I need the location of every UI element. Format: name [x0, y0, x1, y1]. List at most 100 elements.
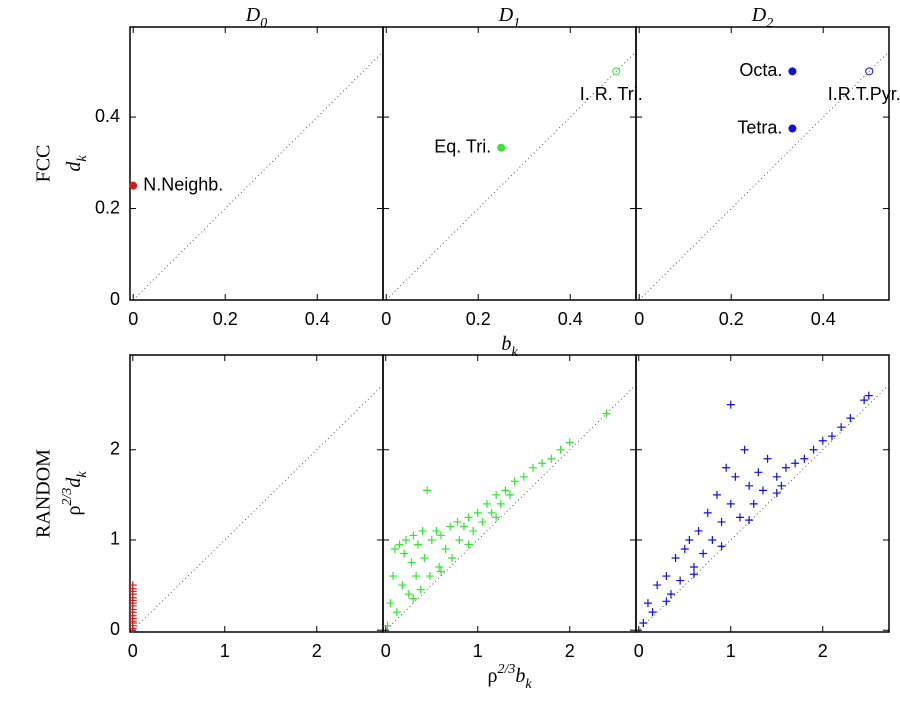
point-label: I.R.T.Pyr. — [828, 84, 900, 104]
point — [639, 618, 648, 627]
point — [412, 572, 421, 581]
point — [464, 513, 473, 522]
point — [763, 454, 772, 463]
point — [547, 454, 556, 463]
point — [708, 535, 717, 544]
point — [612, 67, 621, 76]
point — [846, 414, 855, 423]
text-part: d — [63, 161, 85, 172]
point — [407, 558, 416, 567]
x-tick-label: 0.4 — [558, 309, 583, 329]
point — [781, 463, 790, 472]
point — [528, 463, 537, 472]
column-title: D1 — [498, 4, 520, 31]
row-label: FCC — [33, 145, 55, 183]
diagonal — [383, 384, 637, 633]
x-tick-label: 1 — [220, 641, 230, 661]
point — [425, 572, 434, 581]
point — [538, 459, 547, 468]
point — [505, 490, 514, 499]
point — [685, 535, 694, 544]
column-title: D2 — [751, 4, 773, 31]
x-tick-label: 0.2 — [719, 309, 744, 329]
text-part: D — [498, 4, 514, 26]
point — [689, 570, 698, 579]
point — [712, 490, 721, 499]
point — [648, 608, 657, 617]
point — [395, 540, 404, 549]
point — [492, 513, 501, 522]
point — [482, 499, 491, 508]
point — [754, 468, 763, 477]
panel-frame — [129, 354, 384, 633]
diagonal — [130, 384, 384, 633]
point — [487, 508, 496, 517]
point — [735, 513, 744, 522]
point — [788, 67, 797, 76]
x-tick-label: 0 — [634, 309, 644, 329]
point — [386, 599, 395, 608]
point — [432, 526, 441, 535]
point — [459, 522, 468, 531]
point — [427, 535, 436, 544]
point — [602, 409, 611, 418]
text-part: d — [63, 477, 85, 488]
point — [745, 516, 754, 525]
point — [772, 489, 781, 498]
x-tick-label: 0 — [381, 641, 391, 661]
text-part: k — [75, 155, 90, 162]
diagonal — [638, 51, 890, 301]
point — [446, 522, 455, 531]
point — [436, 531, 445, 540]
point — [435, 563, 444, 572]
point — [726, 499, 735, 508]
y-tick-label: 0.4 — [95, 106, 120, 126]
text-part: ρ — [63, 506, 85, 516]
row-label: RANDOM — [33, 449, 55, 538]
point — [860, 396, 869, 405]
point — [699, 549, 708, 558]
y-tick-label: 2 — [110, 438, 120, 458]
y-tick-label: 0 — [110, 289, 120, 309]
text-part: k — [511, 345, 518, 360]
diagonal — [132, 51, 384, 301]
point — [717, 517, 726, 526]
point — [413, 540, 422, 549]
point — [676, 576, 685, 585]
point — [418, 526, 427, 535]
point — [464, 540, 473, 549]
point — [662, 597, 671, 606]
point — [865, 67, 874, 76]
point — [402, 535, 410, 544]
x-tick-label: 0 — [634, 641, 644, 661]
text-part: 0 — [260, 16, 267, 31]
point — [510, 477, 519, 486]
point — [666, 590, 675, 599]
y-axis-label: ρ2/3dk — [60, 471, 90, 516]
point — [441, 544, 450, 553]
point — [809, 445, 818, 454]
point-label: I. R. Tri. — [580, 84, 643, 104]
point — [758, 486, 767, 495]
x-axis-label: ρ2/3bk — [487, 662, 532, 692]
point — [455, 535, 464, 544]
point — [473, 508, 482, 517]
x-tick-label: 0 — [381, 309, 391, 329]
point — [777, 481, 786, 490]
point — [864, 391, 873, 400]
point — [643, 599, 652, 608]
point — [519, 472, 528, 481]
x-tick-label: 0.2 — [213, 309, 238, 329]
text-part: D — [751, 4, 767, 26]
text-part: 2/3 — [60, 488, 75, 506]
point — [703, 508, 712, 517]
point — [717, 542, 726, 551]
y-axis-label: dk — [63, 155, 90, 172]
point — [416, 585, 425, 594]
text-part: 2/3 — [497, 662, 515, 677]
point — [496, 499, 505, 508]
x-tick-label: 0.4 — [305, 309, 330, 329]
point — [453, 517, 462, 526]
point — [689, 563, 698, 572]
